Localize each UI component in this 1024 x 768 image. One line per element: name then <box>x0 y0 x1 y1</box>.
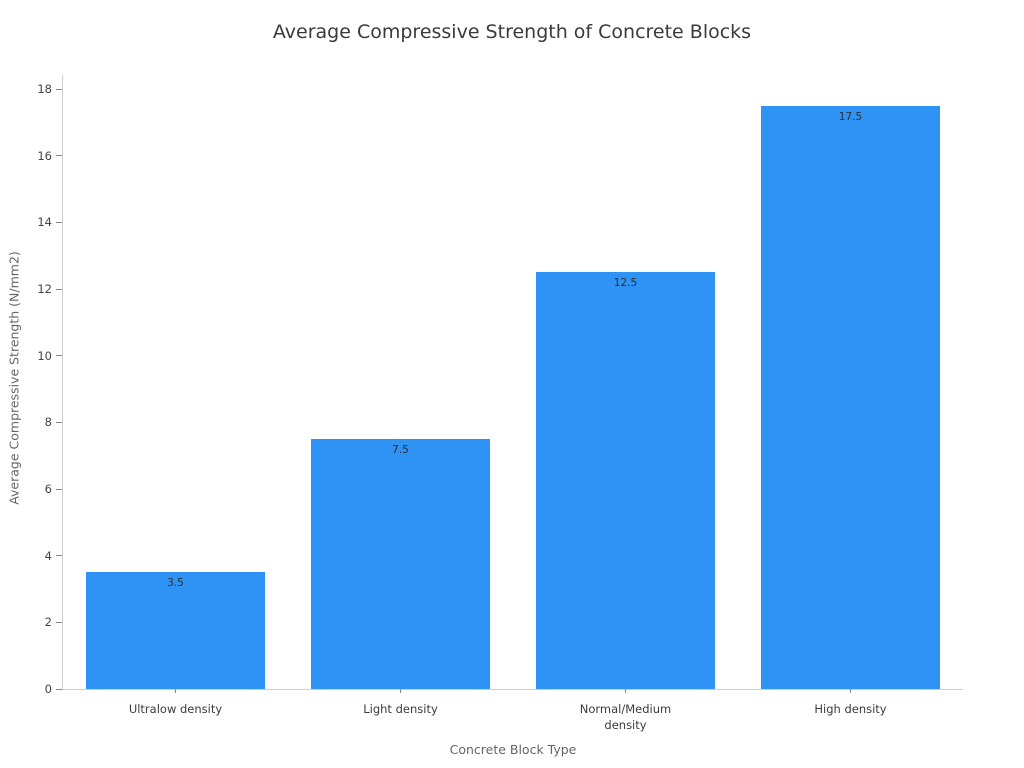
x-tick-label-line: Ultralow density <box>128 702 223 716</box>
y-tick-label: 2 <box>44 615 52 630</box>
x-tick-label: Light density <box>326 701 476 717</box>
y-tick-label: 14 <box>37 215 52 230</box>
y-tick-mark <box>56 555 62 557</box>
y-tick-mark <box>56 488 62 490</box>
bar <box>761 105 940 689</box>
y-tick-label: 6 <box>44 482 52 496</box>
y-tick-label: 8 <box>44 415 52 430</box>
y-tick-mark <box>56 288 62 290</box>
bar <box>86 572 265 689</box>
y-tick-mark <box>56 355 62 357</box>
y-tick-mark <box>56 688 62 690</box>
y-tick-label: 10 <box>37 348 52 363</box>
x-tick-label: Normal/Medium density <box>551 701 701 733</box>
bar <box>536 272 715 689</box>
y-tick-mark <box>56 88 62 90</box>
x-tick-mark <box>625 689 626 693</box>
x-tick-mark <box>175 689 176 693</box>
x-tick-label: High density <box>776 701 926 717</box>
bar-value-label: 12.5 <box>613 277 638 290</box>
x-tick-label-line: density <box>604 718 647 732</box>
y-tick-label: 16 <box>37 148 52 163</box>
y-tick-label: 18 <box>37 82 52 96</box>
y-axis-line <box>62 75 63 690</box>
x-tick-mark <box>400 689 401 693</box>
bar-value-label: 7.5 <box>392 444 409 456</box>
y-tick-label: 4 <box>44 548 52 563</box>
y-tick-mark <box>56 421 62 423</box>
bar-value-label: 3.5 <box>167 577 184 590</box>
y-tick-label: 12 <box>37 282 52 296</box>
x-axis-line <box>62 689 963 690</box>
x-tick-mark <box>850 689 851 693</box>
y-tick-label: 0 <box>44 682 52 696</box>
y-tick-mark <box>56 221 62 223</box>
x-axis-title: Concrete Block Type <box>449 742 577 757</box>
y-tick-mark <box>56 155 62 157</box>
bar <box>311 439 490 689</box>
x-tick-label: Ultralow density <box>101 701 251 717</box>
x-tick-label-line: Normal/Medium <box>579 702 672 716</box>
bar-value-label: 17.5 <box>838 110 863 123</box>
chart-title: Average Compressive Strength of Concrete… <box>272 21 752 43</box>
x-tick-label-line: High density <box>814 702 887 716</box>
y-tick-mark <box>56 621 62 623</box>
x-tick-label-line: Light density <box>363 702 438 716</box>
